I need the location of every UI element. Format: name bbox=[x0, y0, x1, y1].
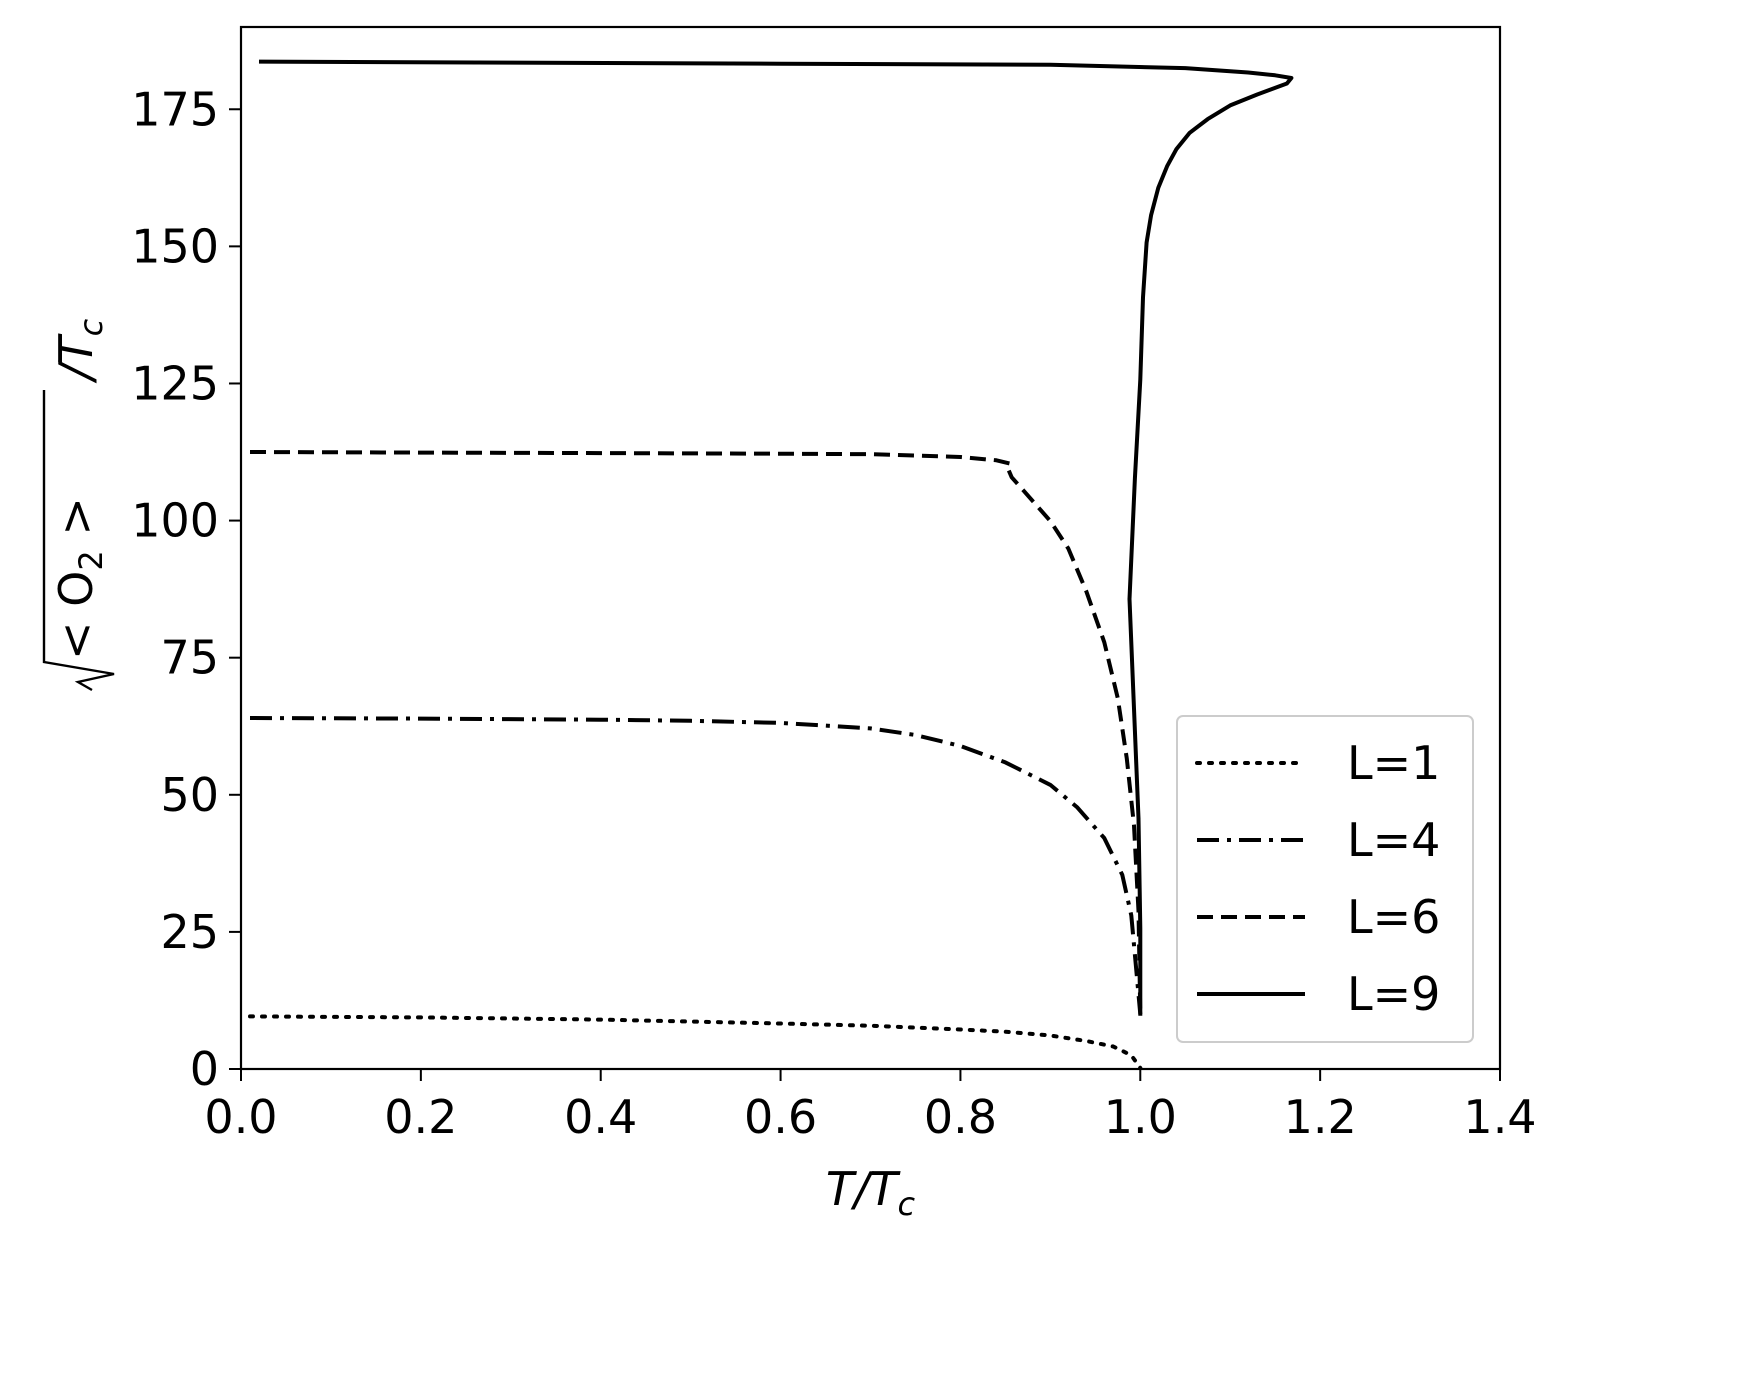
x-axis-label: T/Tc bbox=[826, 1162, 916, 1223]
tick-layer: 0.0 0.2 0.4 0.6 0.8 1.0 1.2 1.4 0 25 50 75 100 125 150… bbox=[131, 82, 1536, 1144]
legend-label: L=6 bbox=[1347, 890, 1440, 944]
y-axis-label: < O2 > /Tc bbox=[42, 318, 115, 692]
y-tick-label: 25 bbox=[160, 905, 219, 959]
square-root-sign bbox=[42, 390, 115, 692]
series-line-l6 bbox=[249, 450, 1143, 1015]
x-tick-label: 1.2 bbox=[1284, 1090, 1357, 1144]
legend-label: L=4 bbox=[1347, 813, 1440, 867]
x-tick-label: 0.8 bbox=[924, 1090, 997, 1144]
y-tick-label: 0 bbox=[190, 1042, 219, 1096]
y-axis-label-text: /Tc bbox=[49, 318, 110, 384]
y-tick-label: 75 bbox=[160, 631, 219, 685]
plot-area bbox=[239, 25, 1502, 1071]
y-tick-label: 175 bbox=[131, 82, 219, 136]
x-tick-label: 1.4 bbox=[1463, 1090, 1536, 1144]
x-tick-label: 0.2 bbox=[384, 1090, 457, 1144]
y-axis-label-root: < O2 > bbox=[49, 497, 110, 660]
x-tick-label: 0.6 bbox=[744, 1090, 817, 1144]
series-line-l9 bbox=[258, 59, 1294, 1016]
x-tick-label: 0.0 bbox=[204, 1090, 277, 1144]
legend-label: L=9 bbox=[1347, 967, 1440, 1021]
legend-label: L=1 bbox=[1347, 736, 1440, 790]
y-tick-label: 125 bbox=[131, 356, 219, 410]
legend: L=1 L=4 L=6 L=9 bbox=[1176, 715, 1474, 1043]
legend-box bbox=[1176, 715, 1474, 1043]
series-line-l4 bbox=[249, 716, 1143, 1015]
x-tick-label: 0.4 bbox=[564, 1090, 637, 1144]
series-layer bbox=[248, 59, 1294, 1070]
y-tick-label: 100 bbox=[131, 494, 219, 548]
series-line-l1 bbox=[248, 1014, 1143, 1070]
y-tick-label: 150 bbox=[131, 219, 219, 273]
y-tick-label: 50 bbox=[160, 768, 219, 822]
x-tick-label: 1.0 bbox=[1104, 1090, 1177, 1144]
